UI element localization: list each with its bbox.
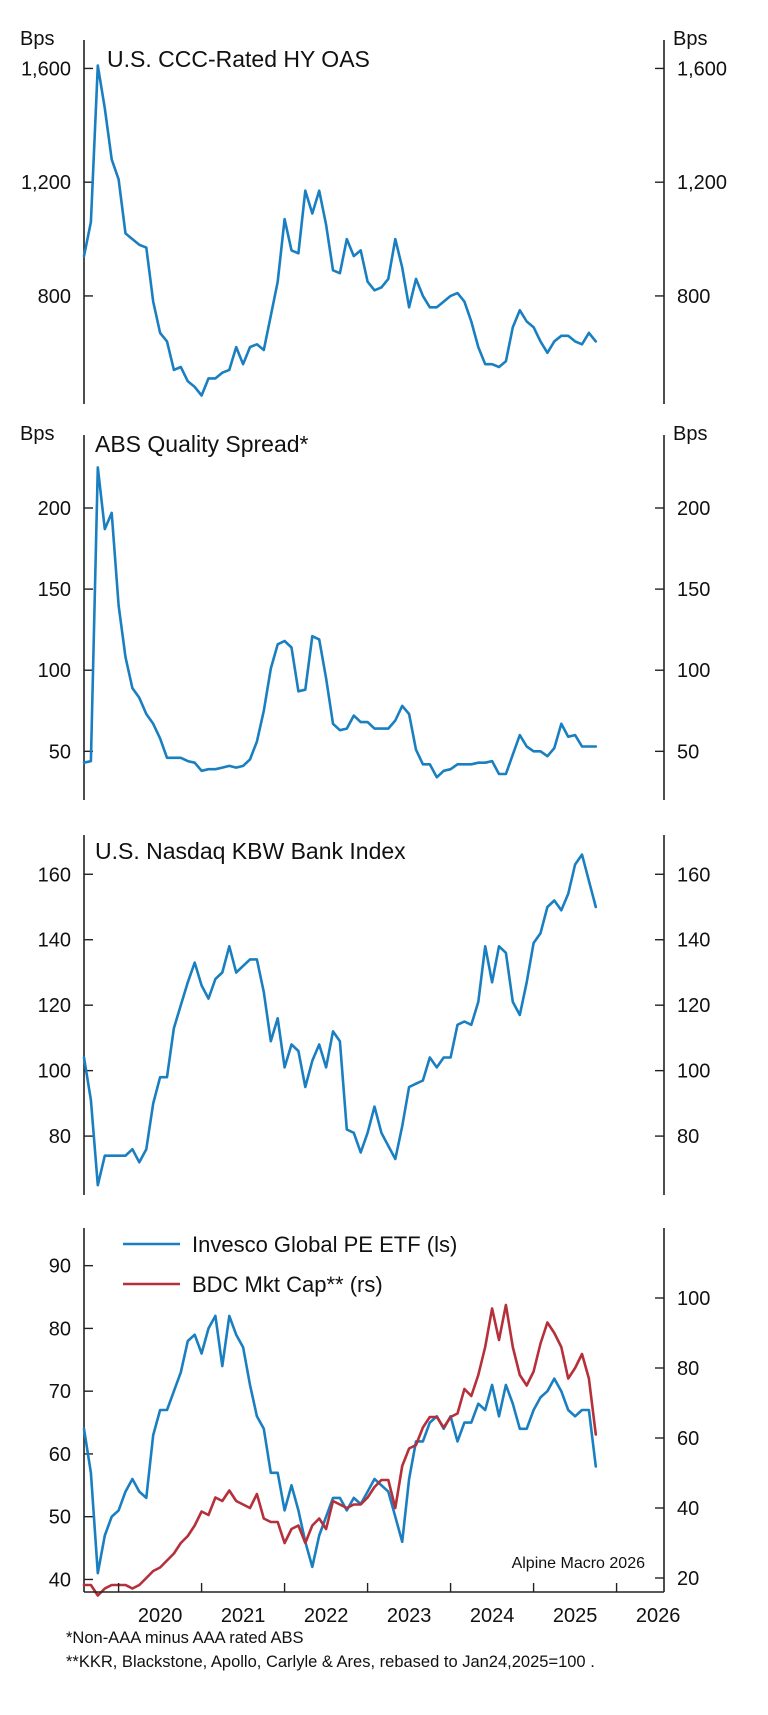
y-tick-label-left: 160	[38, 864, 71, 886]
series-line-1	[82, 1314, 598, 1575]
y-tick-label-right: 100	[677, 660, 710, 682]
panel-pe-etf-bdc: 40 50 60 70 80 90 20 40 60 80 100 Invesco Global PE…	[49, 1228, 710, 1597]
y-tick-label-right: 80	[677, 1358, 699, 1380]
panel-title: U.S. CCC-Rated HY OAS	[107, 46, 370, 72]
y-tick-label-right: 800	[677, 286, 710, 308]
y-tick-label-left: 80	[49, 1318, 71, 1340]
unit-label-right: Bps	[673, 28, 707, 50]
y-tick-label-right: 100	[677, 1061, 710, 1083]
unit-label-right: Bps	[673, 423, 707, 445]
series-line-1	[82, 64, 598, 397]
panel-title: U.S. Nasdaq KBW Bank Index	[95, 838, 406, 864]
series-line-1	[82, 853, 598, 1187]
y-tick-label-right: 80	[677, 1126, 699, 1148]
y-tick-label-right: 140	[677, 930, 710, 952]
y-tick-label-left: 40	[49, 1569, 71, 1591]
x-tick-label: 2023	[387, 1605, 432, 1627]
y-tick-label-left: 70	[49, 1381, 71, 1403]
unit-label-left: Bps	[20, 423, 54, 445]
y-tick-label-left: 120	[38, 995, 71, 1017]
y-tick-label-right: 50	[677, 741, 699, 763]
x-tick-label: 2022	[304, 1605, 349, 1627]
y-tick-label-left: 90	[49, 1256, 71, 1278]
x-tick-label: 2020	[138, 1605, 183, 1627]
y-tick-label-left: 60	[49, 1444, 71, 1466]
y-tick-label-right: 120	[677, 995, 710, 1017]
series-line-1	[82, 466, 598, 779]
legend-label-2: BDC Mkt Cap** (rs)	[192, 1272, 383, 1297]
footnote-abs: *Non-AAA minus AAA rated ABS	[66, 1629, 304, 1647]
x-tick-label: 2024	[470, 1605, 515, 1627]
unit-label-left: Bps	[20, 28, 54, 50]
legend-label-1: Invesco Global PE ETF (ls)	[192, 1232, 457, 1257]
y-tick-label-left: 100	[38, 1061, 71, 1083]
y-tick-label-left: 80	[49, 1126, 71, 1148]
y-tick-label-left: 50	[49, 741, 71, 763]
footnotes: *Non-AAA minus AAA rated ABS **KKR, Blac…	[66, 1626, 595, 1674]
y-tick-label-left: 140	[38, 930, 71, 952]
y-tick-label-left: 150	[38, 579, 71, 601]
y-tick-label-right: 100	[677, 1288, 710, 1310]
y-tick-label-left: 50	[49, 1507, 71, 1529]
series-line-2	[82, 1303, 598, 1597]
y-tick-label-right: 20	[677, 1568, 699, 1590]
y-tick-label-right: 200	[677, 498, 710, 520]
x-tick-label: 2025	[553, 1605, 598, 1627]
y-tick-label-left: 100	[38, 660, 71, 682]
y-tick-label-left: 200	[38, 498, 71, 520]
y-tick-label-right: 150	[677, 579, 710, 601]
x-tick-label: 2021	[221, 1605, 266, 1627]
x-tick-label: 2026	[636, 1605, 681, 1627]
y-tick-label-right: 60	[677, 1428, 699, 1450]
panel-kbw-bank-index: 80 100 120 140 160 80 100 120 140 160 U.S. Nasdaq …	[38, 835, 710, 1195]
y-tick-label-right: 1,600	[677, 58, 727, 80]
footnote-bdc: **KKR, Blackstone, Apollo, Carlyle & Are…	[66, 1653, 595, 1671]
y-tick-label-left: 1,600	[21, 58, 71, 80]
source-annotation: Alpine Macro 2026	[512, 1555, 646, 1572]
panel-ccc-hy-oas: 800 1,200 1,600 800 1,200 1,600 Bps Bps U.S. CCC…	[20, 28, 727, 404]
y-tick-label-right: 160	[677, 864, 710, 886]
y-tick-label-left: 800	[38, 286, 71, 308]
y-tick-label-left: 1,200	[21, 172, 71, 194]
y-tick-label-right: 1,200	[677, 172, 727, 194]
y-tick-label-right: 40	[677, 1498, 699, 1520]
x-axis: 2020 2021 2022 2023 2024 2025 2026	[84, 1583, 680, 1627]
panel-title: ABS Quality Spread*	[95, 431, 309, 457]
panel-abs-quality-spread: 50 100 150 200 50 100 150 200 Bps Bps ABS Quality …	[20, 423, 710, 800]
